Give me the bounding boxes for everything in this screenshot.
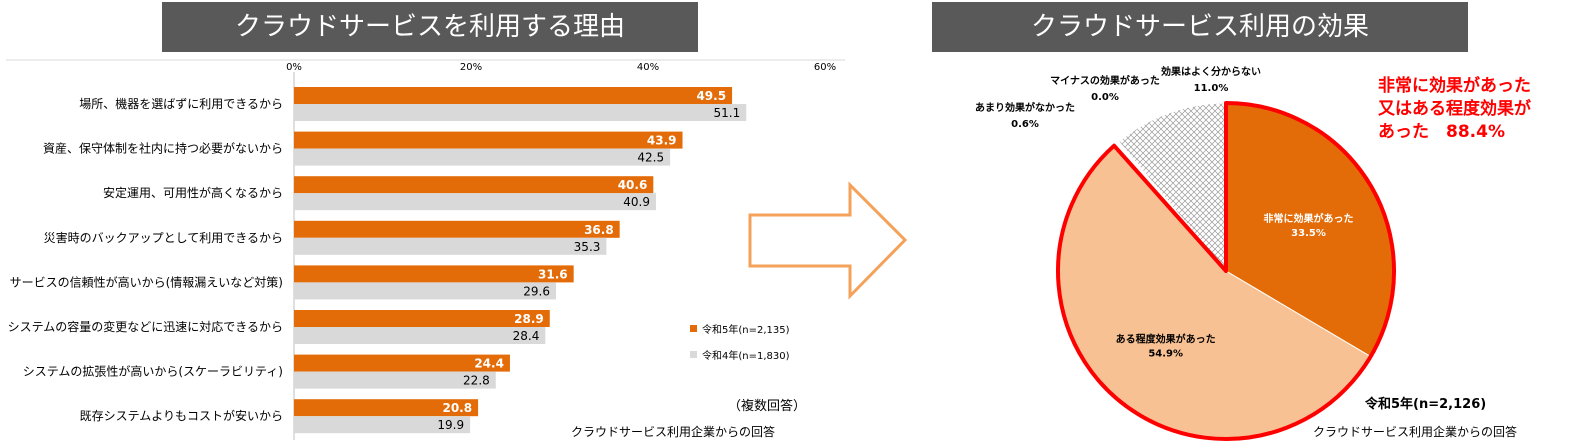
category-label: システムの拡張性が高いから(スケーラビリティ) [23, 364, 283, 379]
pie-very-effective-pct: 33.5% [1291, 228, 1326, 239]
pie-not-effective-label: あまり効果がなかった [975, 101, 1075, 114]
category-label: 場所、機器を選ばずに利用できるから [79, 96, 283, 111]
bar-r4 [294, 148, 671, 166]
pie-negative-label: マイナスの効果があった [1050, 74, 1160, 87]
pie-not-effective-pct: 0.6% [1011, 119, 1039, 130]
category-label: システムの容量の変更などに迅速に対応できるから [8, 319, 283, 334]
bar-value-r5: 28.9 [514, 312, 544, 326]
bar-r4 [294, 104, 747, 121]
legend-swatch-r4 [690, 351, 697, 358]
legend-label-r5: 令和5年(n=2,135) [702, 323, 790, 336]
bar-r4 [294, 282, 556, 300]
legend-swatch-r5 [690, 325, 697, 332]
x-tick-label: 40% [637, 62, 659, 73]
bar-value-r4: 51.1 [714, 106, 741, 120]
bar-value-r5: 36.8 [584, 223, 614, 237]
left-chart-title: クラウドサービスを利用する理由 [162, 2, 698, 52]
legend-label-r4: 令和4年(n=1,830) [702, 349, 790, 362]
bar-r4 [294, 327, 546, 344]
highlight-line-2: 又はある程度効果が [1378, 98, 1531, 119]
right-chart-title: クラウドサービス利用の効果 [932, 2, 1468, 52]
bar-r4 [294, 371, 496, 389]
bar-value-r4: 29.6 [523, 284, 550, 298]
slice-unknown [1118, 102, 1227, 273]
pie-very-effective-label: 非常に効果があった [1264, 212, 1354, 225]
bar-value-r5: 31.6 [538, 267, 568, 281]
left-source-note: クラウドサービス利用企業からの回答 [571, 424, 775, 439]
bar-value-r4: 19.9 [437, 418, 464, 432]
bar-r5 [294, 176, 654, 194]
bar-value-r5: 24.4 [474, 357, 504, 371]
category-label: 資産、保守体制を社内に持つ必要がないから [43, 141, 283, 156]
pie-unknown-label: 効果はよく分からない [1161, 65, 1261, 78]
bar-r5 [294, 131, 683, 149]
pie-negative-pct: 0.0% [1091, 92, 1119, 103]
bar-r5 [294, 220, 620, 238]
bar-value-r4: 22.8 [463, 374, 490, 388]
pie-unknown-pct: 11.0% [1194, 83, 1229, 94]
bar-r5 [294, 87, 733, 104]
bar-value-r4: 28.4 [513, 329, 540, 343]
bar-r4 [294, 237, 607, 255]
bar-r5 [294, 354, 510, 372]
highlight-outline [1056, 101, 1396, 441]
right-source-note: クラウドサービス利用企業からの回答 [1313, 424, 1517, 439]
pie-somewhat-effective-pct: 54.9% [1148, 348, 1183, 359]
bar-r4 [294, 416, 471, 434]
bar-value-r5: 20.8 [442, 401, 472, 415]
bar-value-r5: 49.5 [696, 89, 726, 103]
pie-sample-size: 令和5年(n=2,126) [1365, 396, 1486, 412]
bar-r5 [294, 399, 479, 417]
highlight-line-1: 非常に効果があった [1378, 75, 1531, 96]
bar-value-r4: 42.5 [637, 151, 664, 165]
x-tick-label: 0% [286, 62, 302, 73]
category-label: サービスの信頼性が高いから(情報漏えいなど対策) [10, 274, 283, 289]
multi-answer-note: （複数回答） [728, 398, 806, 414]
category-label: 安定運用、可用性が高くなるから [103, 185, 283, 200]
bar-r5 [294, 265, 574, 283]
right-arrow-icon [748, 181, 908, 300]
bar-value-r5: 40.6 [618, 178, 648, 192]
pie-somewhat-effective-label: ある程度効果があった [1116, 332, 1216, 345]
x-tick-label: 60% [814, 62, 836, 73]
x-tick-label: 20% [460, 62, 482, 73]
bar-r4 [294, 193, 656, 211]
highlight-line-3: あった 88.4% [1378, 122, 1505, 142]
bar-r5 [294, 310, 550, 327]
category-label: 災害時のバックアップとして利用できるから [44, 230, 283, 245]
bar-value-r4: 40.9 [623, 195, 650, 209]
category-label: 既存システムよりもコストが安いから [80, 408, 283, 423]
bar-value-r5: 43.9 [647, 134, 677, 148]
bar-value-r4: 35.3 [574, 240, 601, 254]
